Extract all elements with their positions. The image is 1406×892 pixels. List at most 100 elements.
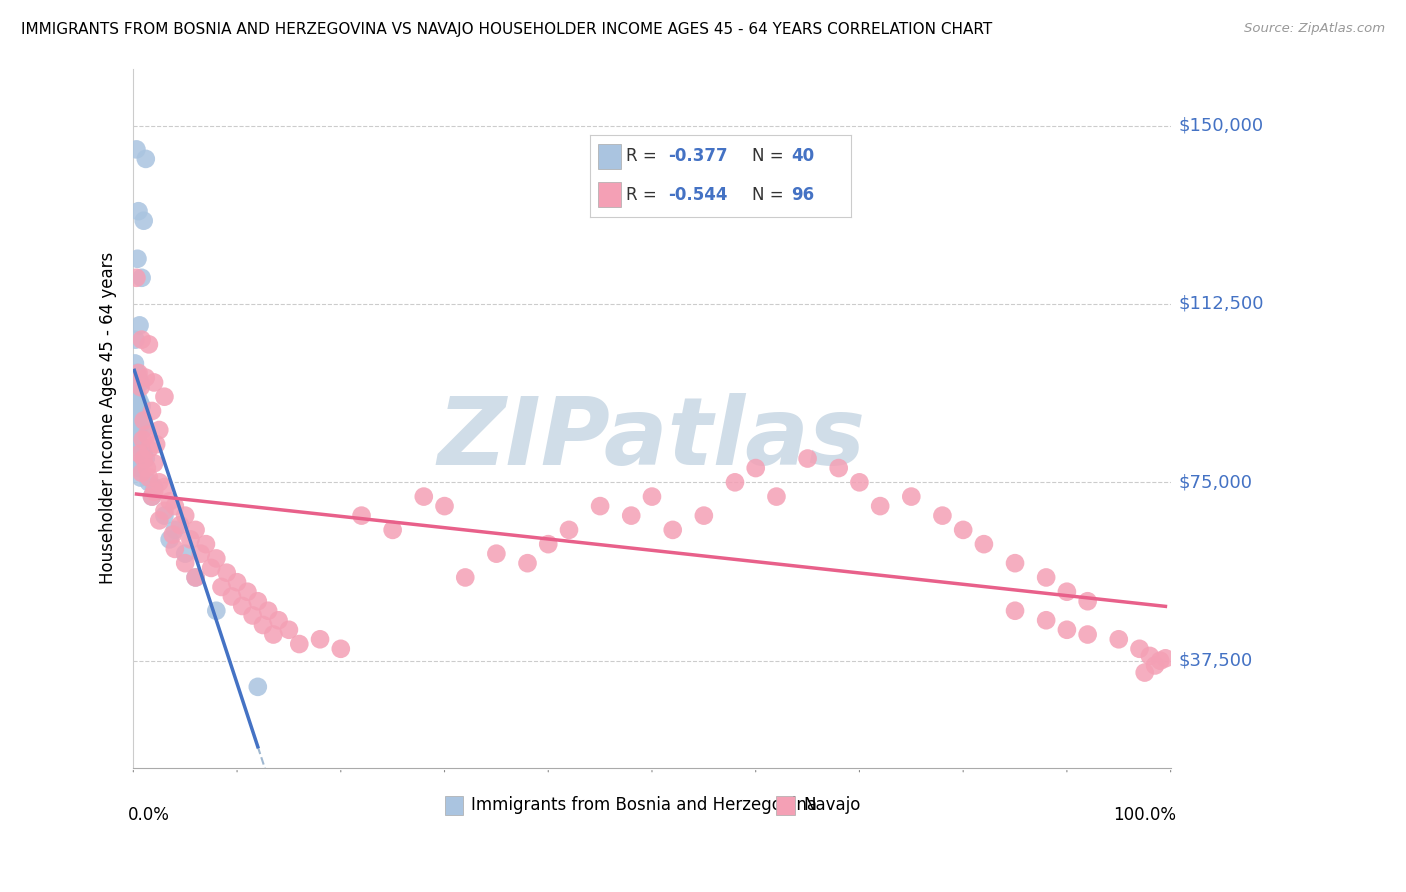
Point (129, 376, 152, 390)
Point (128, 366, 150, 380)
Point (131, 399, 153, 413)
Text: R =: R = (627, 186, 662, 204)
Point (205, 604, 228, 618)
Point (135, 427, 157, 442)
Point (267, 613, 290, 627)
Point (162, 527, 184, 541)
Point (288, 637, 311, 651)
Point (973, 537, 995, 551)
Point (132, 451, 155, 466)
Point (454, 570, 477, 584)
Text: $112,500: $112,500 (1180, 295, 1264, 313)
Point (350, 508, 373, 523)
FancyBboxPatch shape (776, 796, 796, 815)
Text: IMMIGRANTS FROM BOSNIA AND HERZEGOVINA VS NAVAJO HOUSEHOLDER INCOME AGES 45 - 64: IMMIGRANTS FROM BOSNIA AND HERZEGOVINA V… (21, 22, 993, 37)
Point (148, 475, 170, 490)
Point (125, 409, 148, 423)
Text: 100.0%: 100.0% (1112, 806, 1175, 824)
Point (141, 490, 163, 504)
Point (135, 152, 157, 166)
Point (148, 513, 170, 527)
Point (1004, 556, 1026, 570)
Point (163, 499, 186, 513)
Point (242, 608, 264, 623)
Point (828, 461, 851, 475)
Bar (598, 145, 621, 169)
Point (231, 599, 253, 613)
Point (381, 523, 404, 537)
Point (1035, 570, 1057, 584)
Point (124, 427, 146, 442)
Point (129, 418, 152, 433)
Point (1128, 641, 1150, 656)
Point (131, 333, 153, 347)
Point (135, 451, 157, 466)
Point (537, 537, 560, 551)
Point (128, 318, 150, 333)
Point (125, 142, 148, 156)
Point (131, 270, 153, 285)
Point (131, 423, 153, 437)
Point (174, 547, 197, 561)
Text: N =: N = (752, 186, 789, 204)
Point (485, 547, 508, 561)
Point (246, 680, 269, 694)
Point (128, 204, 150, 219)
Point (153, 504, 176, 518)
Point (138, 475, 160, 490)
Point (1035, 613, 1057, 627)
Point (1149, 654, 1171, 668)
Point (128, 413, 150, 427)
Point (869, 499, 891, 513)
Point (1077, 627, 1099, 641)
Point (620, 508, 643, 523)
Point (128, 447, 150, 461)
Point (558, 523, 581, 537)
Text: N =: N = (752, 147, 789, 165)
Point (433, 499, 456, 513)
Point (184, 570, 207, 584)
Point (163, 523, 186, 537)
Text: $37,500: $37,500 (1180, 652, 1253, 670)
Point (211, 580, 233, 594)
Point (174, 508, 197, 523)
Point (641, 490, 664, 504)
Point (138, 337, 160, 351)
Point (153, 390, 176, 404)
Point (127, 433, 149, 447)
Point (1077, 594, 1099, 608)
Point (277, 623, 299, 637)
Point (221, 590, 243, 604)
Point (1004, 604, 1026, 618)
Text: -0.377: -0.377 (668, 147, 728, 165)
Text: $150,000: $150,000 (1180, 117, 1264, 135)
Point (724, 475, 747, 490)
Point (159, 533, 181, 547)
Point (1154, 651, 1177, 665)
Point (131, 433, 153, 447)
Point (138, 470, 160, 484)
Point (132, 213, 155, 227)
Point (257, 604, 280, 618)
Point (125, 384, 148, 399)
Point (127, 252, 149, 266)
Point (132, 447, 155, 461)
Point (125, 456, 148, 470)
Point (309, 632, 332, 647)
Point (124, 356, 146, 370)
Point (179, 533, 201, 547)
Point (127, 390, 149, 404)
Point (132, 413, 155, 427)
Point (952, 523, 974, 537)
Text: Navajo: Navajo (803, 797, 860, 814)
Point (516, 556, 538, 570)
Point (1133, 665, 1156, 680)
Text: Source: ZipAtlas.com: Source: ZipAtlas.com (1244, 22, 1385, 36)
Text: -0.544: -0.544 (668, 186, 728, 204)
Point (200, 561, 222, 575)
Point (661, 523, 683, 537)
Point (329, 641, 352, 656)
Point (153, 480, 176, 494)
Point (135, 370, 157, 384)
Point (125, 366, 148, 380)
